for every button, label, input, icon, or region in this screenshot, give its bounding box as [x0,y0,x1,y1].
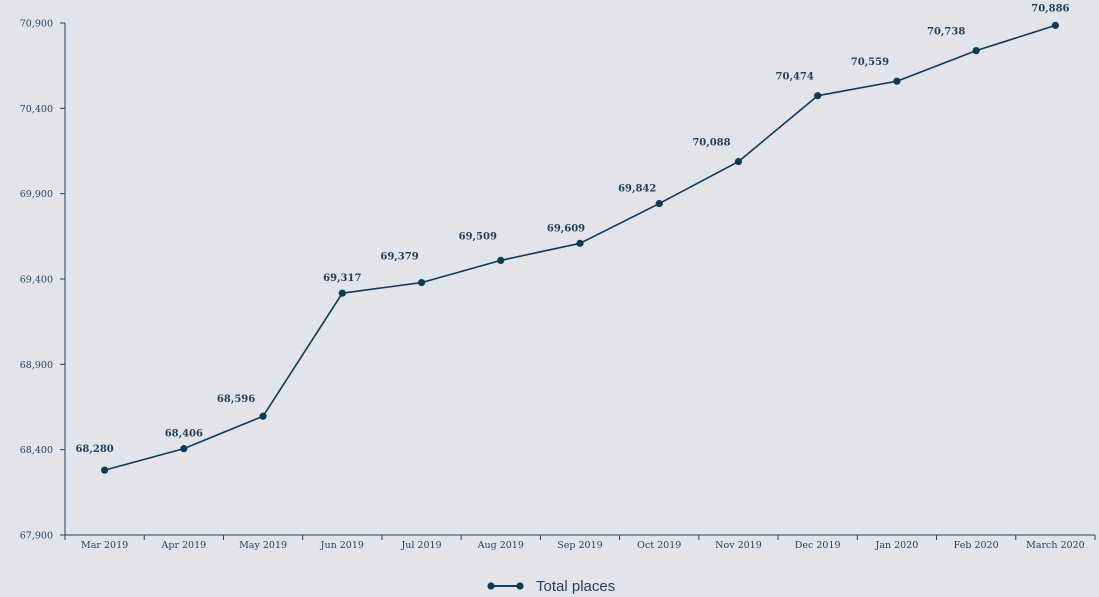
y-tick-label: 70,400 [20,104,53,115]
data-point [734,157,743,166]
data-labels: 68,280 68,406 68,596 69,317 69,379 69,509 69,6… [75,3,1069,455]
x-tick-label: Aug 2019 [477,540,524,551]
data-label: 68,406 [165,429,203,440]
data-point [497,256,505,264]
data-label: 70,886 [1031,3,1069,14]
x-tick-label: Oct 2019 [637,540,681,551]
data-point [101,466,109,474]
series-total-places [101,21,1059,474]
legend: Total places [487,578,615,595]
x-axis: Mar 2019 Apr 2019 May 2019 Jun 2019 Jul 2019… [64,534,1096,551]
data-point [259,412,267,420]
y-tick-label: 70,900 [20,19,53,30]
data-point [814,92,822,100]
y-tick-label: 69,400 [20,275,53,286]
x-tick-label: March 2020 [1026,540,1085,551]
data-label: 70,559 [851,57,889,68]
data-label: 70,738 [927,27,965,38]
y-tick-label: 68,900 [20,360,53,371]
data-label: 68,596 [217,394,255,405]
data-point [180,445,188,453]
x-tick-label: Feb 2020 [954,540,999,551]
data-label: 69,379 [380,252,418,263]
x-tick-label: Jan 2020 [875,540,919,551]
legend-dot-right [516,582,524,590]
legend-label: Total places [536,578,615,595]
x-tick-label: Dec 2019 [795,540,841,551]
data-point [655,199,663,208]
data-label: 70,474 [776,72,814,83]
data-label: 70,088 [692,138,730,149]
data-label: 69,609 [547,223,585,234]
data-point [1051,21,1059,29]
y-tick-label: 69,900 [20,189,53,200]
y-tick-label: 67,900 [20,531,53,542]
data-label: 69,509 [459,231,497,242]
data-label: 68,280 [75,444,113,455]
y-tick-label: 68,400 [20,445,53,456]
data-point [338,289,346,297]
x-tick-label: Apr 2019 [161,540,207,551]
data-point [417,278,426,287]
x-tick-label: May 2019 [239,540,287,551]
data-point [576,239,584,247]
data-label: 69,842 [618,184,656,195]
data-label: 69,317 [323,273,361,284]
x-tick-label: Sep 2019 [557,540,602,551]
y-axis: 67,900 68,400 68,900 69,400 69,900 70,400 70,9… [20,19,66,542]
data-point [893,77,901,85]
x-tick-label: Mar 2019 [81,540,128,551]
data-point [972,47,980,55]
x-tick-label: Jul 2019 [400,540,441,551]
x-tick-label: Nov 2019 [715,540,762,551]
legend-dot-left [487,582,495,590]
x-tick-label: Jun 2019 [320,540,364,551]
